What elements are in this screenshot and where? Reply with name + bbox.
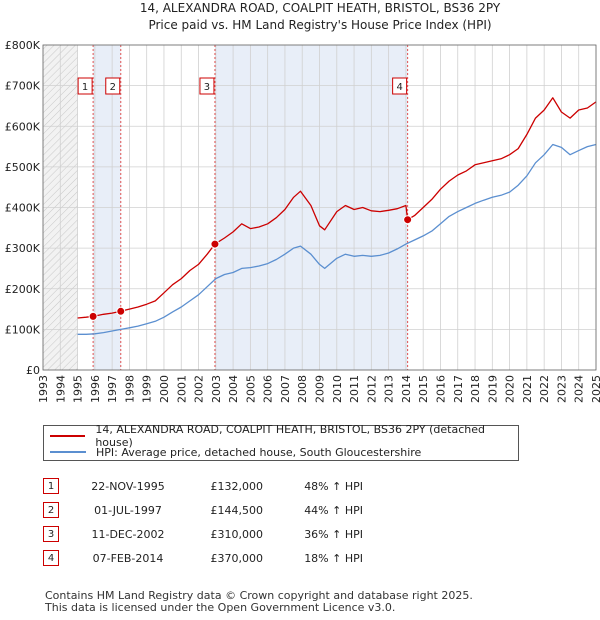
x-tick-label: 1994 [54,375,67,403]
x-tick-label: 1995 [72,375,85,403]
marker-label: 4 [396,82,402,93]
marker-label: 2 [110,82,116,93]
transaction-hpi-change: 36% ↑ HPI [304,527,363,541]
chart-title: 14, ALEXANDRA ROAD, COALPIT HEATH, BRIST… [140,1,501,15]
x-tick-label: 2010 [331,375,344,403]
x-tick-label: 2007 [279,375,292,403]
legend-label-hpi: HPI: Average price, detached house, Sout… [96,445,422,459]
transaction-hpi-change: 18% ↑ HPI [304,551,363,565]
y-tick-label: £300K [5,242,41,255]
x-tick-label: 2011 [348,375,361,403]
series-lines [77,97,597,335]
transaction-price: £144,500 [210,503,264,517]
x-tick-label: 2023 [555,375,568,403]
x-tick-label: 2017 [452,375,465,403]
legend-item-property: 14, ALEXANDRA ROAD, COALPIT HEATH, BRIST… [50,423,518,449]
x-tick-label: 2003 [210,375,223,403]
legend-swatch-hpi [50,451,86,453]
marker-label-box [392,77,408,95]
x-tick-label: 2016 [434,375,447,403]
transaction-number-badge: 2 [43,502,59,518]
x-tick-label: 1998 [123,375,136,403]
transaction-date: 01-JUL-1997 [94,503,162,517]
x-tick-label: 2006 [262,375,275,403]
x-tick-label: 2001 [175,375,188,403]
x-tick-label: 2020 [504,375,517,403]
y-tick-label: £500K [5,161,41,174]
table-row: 1 22-NOV-1995 £132,000 48% ↑ HPI [43,474,363,498]
y-tick-label: £700K [5,80,41,93]
x-tick-label: 2004 [227,375,240,403]
y-tick-label: £200K [5,283,41,296]
transactions-table: 1 22-NOV-1995 £132,000 48% ↑ HPI 2 01-JU… [43,474,363,570]
x-tick-label: 1997 [106,375,119,403]
gridlines [42,44,597,371]
x-tick-label: 1999 [141,375,154,403]
marker-label-box [199,77,215,95]
transaction-hpi-change: 44% ↑ HPI [304,503,363,517]
table-row: 3 11-DEC-2002 £310,000 36% ↑ HPI [43,522,363,546]
sale-point [88,311,98,321]
y-tick-label: £600K [5,120,41,133]
x-tick-label: 2014 [400,375,413,403]
transaction-price: £310,000 [210,527,264,541]
x-tick-label: 2021 [521,375,534,403]
x-tick-label: 2022 [538,375,551,403]
x-tick-label: 2025 [590,375,600,403]
x-tick-label: 2015 [417,375,430,403]
y-tick-label: £100K [5,323,41,336]
axes: £0 £100K £200K £300K £400K £500K £600K £700K £80… [5,39,600,403]
x-tick-label: 2000 [158,375,171,403]
x-tick-label: 2019 [486,375,499,403]
price-chart: 14, ALEXANDRA ROAD, COALPIT HEATH, BRIST… [5,1,600,403]
table-row: 4 07-FEB-2014 £370,000 18% ↑ HPI [43,546,363,570]
chart-subtitle: Price paid vs. HM Land Registry's House … [148,18,491,32]
table-row: 2 01-JUL-1997 £144,500 44% ↑ HPI [43,498,363,522]
footer-line-copyright: Contains HM Land Registry data © Crown c… [45,589,473,602]
legend-swatch-property [50,435,86,437]
footer-attribution: Contains HM Land Registry data © Crown c… [45,590,473,614]
x-tick-label: 2009 [314,375,327,403]
y-tick-label: £800K [5,39,41,52]
transaction-date: 11-DEC-2002 [91,527,165,541]
transaction-hpi-change: 48% ↑ HPI [304,479,363,493]
legend-label-property: 14, ALEXANDRA ROAD, COALPIT HEATH, BRIST… [95,423,485,449]
property-price-line [77,97,597,319]
x-tick-label: 1996 [89,375,102,403]
hpi-line [77,143,597,335]
x-tick-label: 2024 [573,375,586,403]
x-tick-label: 2013 [383,375,396,403]
legend: 14, ALEXANDRA ROAD, COALPIT HEATH, BRIST… [43,423,519,461]
plot-frame [42,44,597,371]
transaction-price: £370,000 [210,551,264,565]
y-tick-label: £0 [26,364,40,377]
marker-label-box [77,77,93,95]
x-tick-label: 2002 [193,375,206,403]
y-tick-label: £400K [5,202,41,215]
transaction-date: 07-FEB-2014 [92,551,164,565]
sale-point [116,306,126,316]
transaction-number-badge: 3 [43,526,59,542]
transaction-markers: 1 2 3 4 [77,77,413,321]
x-tick-label: 2005 [244,375,257,403]
x-tick-label: 1993 [37,375,50,403]
marker-label: 1 [82,82,88,93]
sale-point [403,215,413,225]
transaction-number-badge: 1 [43,478,59,494]
transaction-number-badge: 4 [43,550,59,566]
sale-point [210,239,220,249]
footer-line-licence: This data is licensed under the Open Gov… [45,601,396,614]
x-tick-label: 2018 [469,375,482,403]
marker-label-box [105,77,121,95]
transaction-price: £132,000 [210,479,264,493]
x-tick-label: 2012 [365,375,378,403]
transaction-date: 22-NOV-1995 [91,479,165,493]
x-tick-label: 2008 [296,375,309,403]
legend-item-hpi: HPI: Average price, detached house, Sout… [50,444,421,460]
marker-label: 3 [204,82,210,93]
